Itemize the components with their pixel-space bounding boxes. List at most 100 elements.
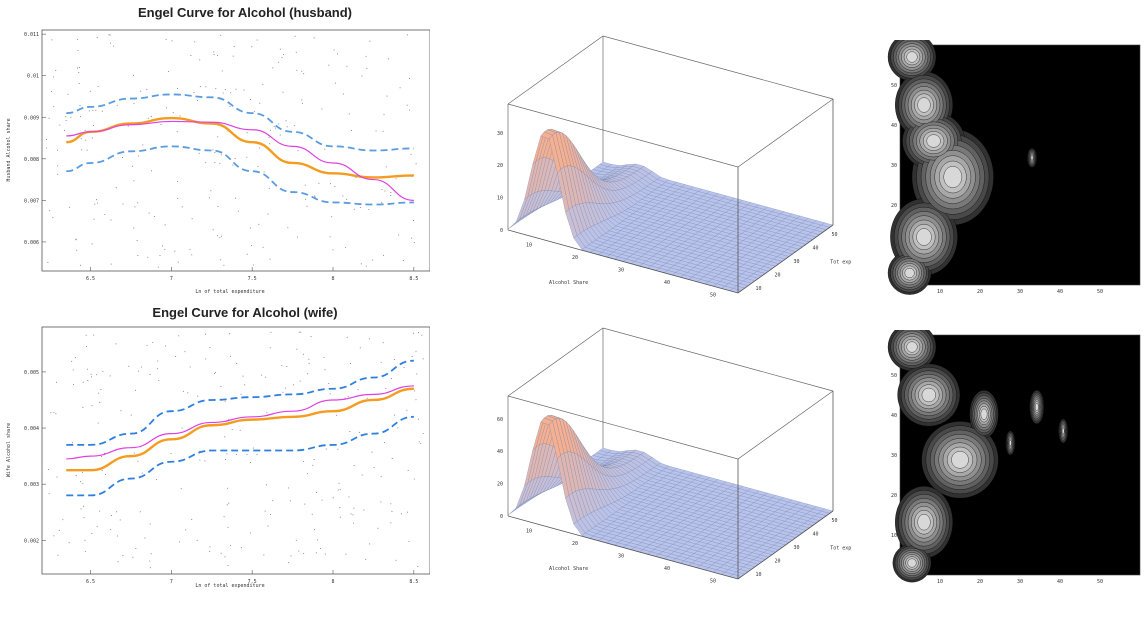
scatter-point — [320, 548, 321, 550]
scatter-point — [214, 151, 216, 153]
scatter-point — [79, 105, 81, 107]
scatter-point — [176, 131, 178, 133]
scatter-point — [334, 82, 336, 84]
scatter-point — [300, 331, 302, 333]
scatter-point — [86, 346, 88, 348]
scatter-point — [57, 165, 59, 167]
scatter-point — [210, 190, 212, 192]
scatter-point — [257, 166, 259, 168]
scatter-point — [385, 166, 387, 168]
scatter-point — [122, 156, 123, 158]
scatter-point — [295, 539, 297, 541]
scatter-point — [253, 264, 255, 266]
x-tick-label: 50 — [1097, 579, 1103, 585]
scatter-point — [144, 537, 146, 539]
scatter-point — [51, 39, 53, 41]
scatter-point — [224, 436, 226, 438]
scatter-point — [96, 374, 98, 376]
scatter-point — [409, 78, 411, 79]
scatter-point — [332, 249, 334, 251]
x-ticks: 6.5 7 7.5 8 8.5 — [86, 267, 418, 282]
scatter-point — [288, 562, 290, 564]
scatter-point — [167, 71, 169, 73]
box-edge — [507, 35, 834, 105]
y-tick-label: 0.002 — [24, 538, 39, 544]
scatter-point — [399, 87, 401, 89]
scatter-point — [298, 331, 300, 333]
series-line — [66, 116, 414, 179]
scatter-point — [152, 342, 154, 344]
scatter-point — [318, 182, 320, 184]
scatter-point — [298, 550, 300, 552]
scatter-point — [269, 129, 271, 131]
scatter-point — [308, 358, 310, 360]
scatter-point — [269, 347, 271, 349]
scatter-point — [52, 76, 54, 78]
y-tick-label: 50 — [832, 518, 838, 524]
scatter-point — [266, 484, 267, 486]
scatter-point — [295, 51, 297, 53]
scatter-point — [56, 381, 57, 383]
scatter-point — [368, 208, 370, 210]
scatter-point — [337, 53, 338, 55]
scatter-point — [317, 539, 318, 541]
y-tick-label: 30 — [794, 545, 800, 551]
scatter-point — [80, 481, 81, 483]
x-tick-label: 40 — [1057, 289, 1063, 295]
scatter-point — [415, 350, 417, 352]
y-tick-label: 30 — [794, 259, 800, 265]
scatter-point — [209, 551, 211, 552]
scatter-point — [147, 117, 149, 119]
scatter-point — [384, 442, 385, 444]
scatter-point — [116, 535, 118, 537]
scatter-point — [110, 219, 112, 221]
scatter-point — [194, 41, 196, 43]
scatter-point — [104, 214, 106, 215]
scatter-point — [165, 39, 167, 40]
scatter-point — [229, 333, 231, 335]
scatter-point — [339, 488, 341, 490]
scatter-point — [67, 93, 69, 95]
scatter-point — [223, 516, 225, 518]
scatter-point — [184, 351, 186, 353]
scatter-point — [353, 522, 355, 524]
y-tick-label: 40 — [813, 245, 819, 251]
x-tick-label: 20 — [572, 541, 578, 547]
scatter-point — [395, 559, 397, 561]
scatter-point — [51, 91, 53, 93]
scatter-point — [337, 448, 339, 450]
scatter-point — [329, 236, 331, 238]
scatter-point — [418, 332, 419, 334]
scatter-point — [220, 259, 222, 261]
scatter-point — [227, 526, 229, 528]
scatter-point — [178, 335, 180, 337]
scatter-point — [182, 390, 184, 392]
contour-plot-upper: 10 20 30 40 50 10 20 30 40 50 — [875, 40, 1147, 302]
series-line — [66, 387, 414, 472]
scatter-point — [100, 389, 102, 390]
y-tick-label: 20 — [891, 203, 897, 209]
scatter-point — [228, 502, 230, 504]
scatter-point — [324, 553, 326, 555]
y-tick-label: 40 — [813, 531, 819, 537]
scatter-point — [75, 475, 77, 477]
scatter-point — [258, 223, 260, 225]
scatter-point — [65, 115, 67, 117]
scatter-point — [137, 255, 139, 256]
scatter-point — [267, 525, 269, 527]
y-tick-label: 30 — [891, 453, 897, 459]
scatter-point — [185, 529, 187, 531]
scatter-point — [398, 234, 400, 236]
scatter-point — [391, 511, 393, 512]
y-tick-label: 20 — [775, 559, 781, 565]
scatter-point — [286, 126, 288, 128]
scatter-point — [269, 258, 271, 260]
scatter-point — [82, 406, 84, 408]
scatter-point — [133, 180, 135, 182]
scatter-point — [225, 459, 227, 460]
husband-engel-chart: Engel Curve for Alcohol (husband) 0.006 0… — [0, 0, 430, 300]
scatter-point — [305, 198, 306, 200]
scatter-point — [359, 347, 361, 349]
scatter-point — [134, 206, 136, 208]
x-tick-label: 40 — [664, 566, 670, 572]
